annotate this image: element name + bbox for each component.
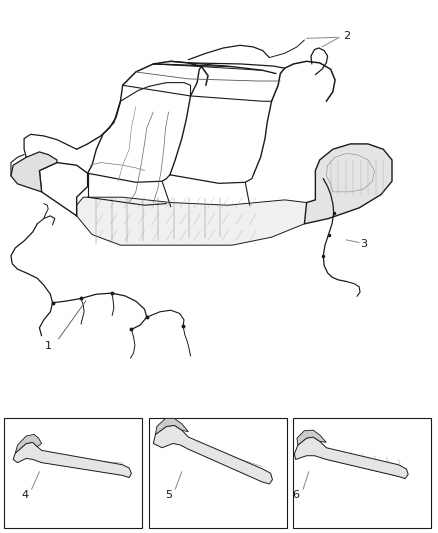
Polygon shape <box>15 434 42 453</box>
Polygon shape <box>155 418 188 434</box>
Bar <box>4 418 142 528</box>
Polygon shape <box>77 197 315 245</box>
Text: 2: 2 <box>343 31 350 41</box>
Text: 5: 5 <box>165 490 172 499</box>
Text: 4: 4 <box>22 490 29 499</box>
Text: 3: 3 <box>360 239 367 249</box>
Polygon shape <box>297 430 326 445</box>
Polygon shape <box>304 144 392 224</box>
Polygon shape <box>11 152 57 192</box>
Text: 6: 6 <box>292 490 299 499</box>
Bar <box>293 418 431 528</box>
Polygon shape <box>153 425 272 484</box>
Polygon shape <box>13 442 131 478</box>
Text: 1: 1 <box>45 342 52 351</box>
Bar <box>149 418 287 528</box>
Polygon shape <box>294 437 408 479</box>
